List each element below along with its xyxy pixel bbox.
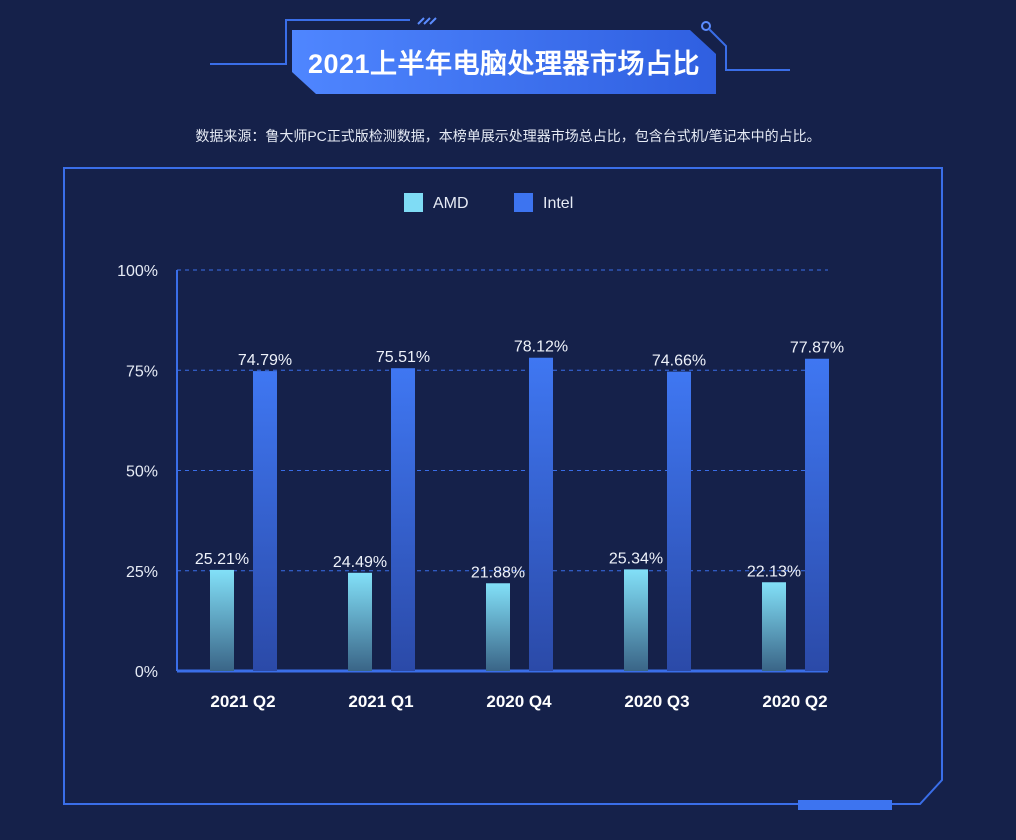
y-tick-label: 0% [135,664,158,681]
bar-intel [529,357,553,671]
y-tick-label: 25% [126,564,158,581]
legend-label-intel: Intel [543,195,573,212]
x-tick-label: 2020 Q3 [624,692,689,711]
y-tick-label: 100% [117,263,158,280]
data-label-intel: 78.12% [514,339,568,356]
chart-title: 2021上半年电脑处理器市场占比 [307,49,701,79]
data-label-amd: 24.49% [333,554,387,571]
chart-subtitle: 数据来源：鲁大师PC正式版检测数据，本榜单展示处理器市场总占比，包含台式机/笔记… [195,128,821,144]
data-label-amd: 25.21% [195,551,249,568]
bar-intel [667,371,691,671]
bar-amd [210,569,234,671]
data-label-intel: 74.66% [652,353,706,370]
chart-frame [63,167,943,805]
data-label-intel: 77.87% [790,340,844,357]
data-label-intel: 74.79% [238,352,292,369]
bar-amd [624,569,648,671]
bar-intel [253,371,277,671]
y-tick-label: 75% [126,363,158,380]
data-label-amd: 22.13% [747,563,801,580]
legend-swatch-intel [514,193,533,212]
x-tick-label: 2021 Q1 [348,692,413,711]
title-banner [210,17,790,94]
bar-amd [348,572,372,671]
x-tick-label: 2021 Q2 [210,692,275,711]
bar-intel [391,368,415,671]
frame-accent [798,800,892,810]
data-label-amd: 21.88% [471,564,525,581]
legend-label-amd: AMD [433,195,469,212]
data-label-amd: 25.34% [609,550,663,567]
legend-swatch-amd [404,193,423,212]
y-tick-label: 50% [126,464,158,481]
data-label-intel: 75.51% [376,349,430,366]
bar-amd [486,583,510,671]
x-tick-label: 2020 Q4 [486,692,552,711]
x-tick-label: 2020 Q2 [762,692,827,711]
bar-intel [805,358,829,671]
bar-amd [762,582,786,671]
